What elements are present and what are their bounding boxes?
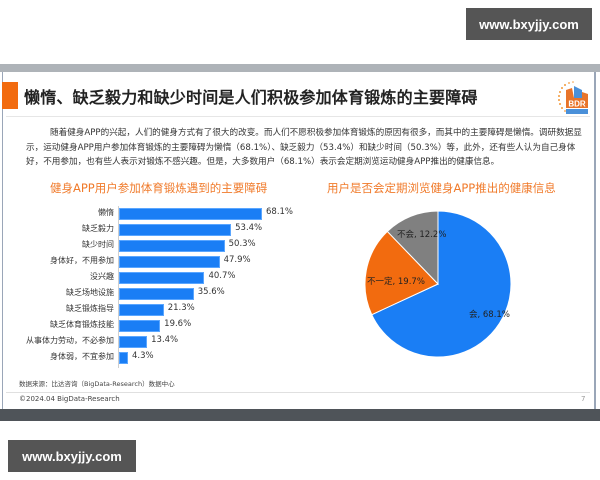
bar (119, 304, 164, 316)
bar-value-label: 4.3% (132, 351, 154, 361)
bdr-logo-icon: BDR (552, 78, 592, 118)
bar-row: 缺乏场地设施 35.6% (0, 286, 300, 302)
copyright: ©2024.04 BigData-Research (19, 395, 120, 403)
page-number: 7 (581, 395, 586, 403)
pie-slice-label: 不会, 12.2% (397, 230, 447, 240)
bar-value-label: 50.3% (228, 239, 256, 249)
bar-category-label: 从事体力劳动，不必参加 (26, 336, 114, 345)
bar-value-label: 68.1% (266, 207, 294, 217)
bar (119, 352, 129, 364)
title-accent-bar (2, 82, 18, 109)
svg-text:BDR: BDR (568, 100, 586, 109)
bar-value-label: 53.4% (235, 223, 263, 233)
bar (119, 288, 194, 300)
bar (119, 256, 220, 268)
bar-category-label: 缺乏毅力 (82, 224, 114, 233)
bar-row: 没兴趣 40.7% (0, 270, 300, 286)
bar-category-label: 身体好，不用参加 (50, 256, 114, 265)
bar-category-label: 缺乏锻炼指导 (66, 304, 114, 313)
pie-slice (371, 210, 512, 358)
pie-slice (386, 210, 439, 286)
bar-category-label: 身体弱，不宜参加 (50, 352, 114, 361)
footer-divider (6, 392, 590, 393)
slide-frame-top (0, 64, 600, 72)
bar-value-label: 13.4% (151, 335, 179, 345)
bar-row: 身体弱，不宜参加 4.3% (0, 350, 300, 366)
pie-chart-title: 用户是否会定期浏览健身APP推出的健康信息 (327, 181, 556, 195)
slide-title: 懒惰、缺乏毅力和缺少时间是人们积极参加体育锻炼的主要障碍 (24, 88, 478, 107)
bar-row: 从事体力劳动，不必参加 13.4% (0, 334, 300, 350)
bar-chart-title: 健身APP用户参加体育锻炼遇到的主要障碍 (50, 181, 268, 195)
bar (119, 208, 262, 220)
bar-row: 缺乏毅力 53.4% (0, 222, 300, 238)
bar-row: 缺少时间 50.3% (0, 238, 300, 254)
bar-value-label: 40.7% (208, 271, 236, 281)
pie-slice-label: 不一定, 19.7% (367, 277, 425, 287)
bar-category-label: 缺乏场地设施 (66, 288, 114, 297)
bar-value-label: 35.6% (197, 287, 225, 297)
watermark-top: www.bxyjjy.com (466, 8, 592, 40)
bar-category-label: 懒惰 (98, 208, 114, 217)
data-source: 数据来源：比达咨询（BigData-Research）数据中心 (19, 380, 175, 388)
summary-paragraph: 随着健身APP的兴起，人们的健身方式有了很大的改变。而人们不愿积极参加体育锻炼的… (26, 128, 582, 167)
slide-frame-bottom (0, 409, 600, 421)
bar (119, 336, 148, 348)
bar-category-label: 缺少时间 (82, 240, 114, 249)
bar-row: 身体好，不用参加 47.9% (0, 254, 300, 270)
bar-value-label: 21.3% (167, 303, 195, 313)
bar-value-label: 19.6% (164, 319, 192, 329)
bar-category-label: 缺乏体育锻炼技能 (50, 320, 114, 329)
bar-value-label: 47.9% (223, 255, 251, 265)
bar (119, 320, 161, 332)
bar (119, 224, 232, 236)
bar (119, 272, 205, 284)
bar-row: 缺乏体育锻炼技能 19.6% (0, 318, 300, 334)
title-divider (6, 116, 590, 117)
watermark-bottom: www.bxyjjy.com (8, 440, 136, 472)
pie-slice-label: 会, 68.1% (469, 310, 510, 320)
bar-row: 懒惰 68.1% (0, 206, 300, 222)
bar-chart-axis (118, 206, 119, 368)
pie-slice (364, 230, 439, 316)
bar (119, 240, 225, 252)
bar-category-label: 没兴趣 (90, 272, 114, 281)
bar-row: 缺乏锻炼指导 21.3% (0, 302, 300, 318)
